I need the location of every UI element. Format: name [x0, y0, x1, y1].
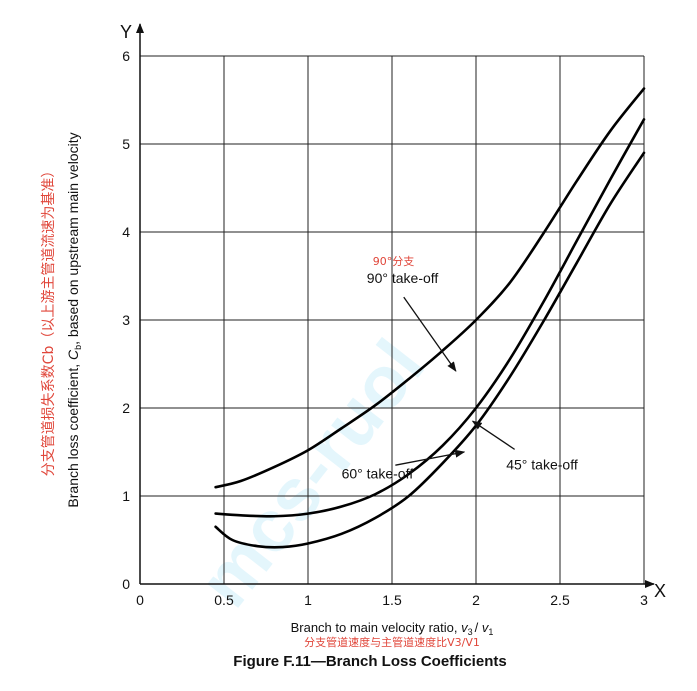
annotations: 90° take-off 90°分支 60° take-off 45° take-of…	[342, 255, 578, 481]
x-axis-label-cn: 分支管道速度与主管道速度比V3/V1	[304, 635, 480, 649]
annotation-label-cn-90-take-off: 90°分支	[373, 255, 415, 268]
y-tick-label: 6	[122, 48, 130, 64]
x-tick-labels: 0 0.5 1 1.5 2 2.5 3	[136, 592, 648, 608]
grid	[140, 55, 645, 584]
figure-caption: Figure F.11—Branch Loss Coefficients	[233, 653, 506, 670]
y-tick-label: 3	[122, 312, 130, 328]
x-tick-label: 1	[304, 592, 312, 608]
y-tick-labels: 0 1 2 3 4 5 6	[122, 48, 130, 592]
x-tick-label: 1.5	[382, 592, 402, 608]
y-tick-label: 0	[122, 576, 130, 592]
x-tick-label: 0	[136, 592, 144, 608]
annotation-arrow-90-take-off	[403, 296, 457, 372]
y-tick-label: 4	[122, 224, 130, 240]
x-tick-label: 0.5	[214, 592, 234, 608]
x-tick-label: 3	[640, 592, 648, 608]
x-axis-letter: X	[654, 581, 666, 601]
x-tick-label: 2.5	[550, 592, 570, 608]
curves	[214, 87, 646, 549]
y-axis-letter: Y	[120, 22, 132, 42]
x-tick-label: 2	[472, 592, 480, 608]
annotation-label-60-take-off: 60° take-off	[342, 465, 414, 481]
y-tick-label: 5	[122, 136, 130, 152]
axes	[136, 23, 655, 588]
y-axis-label: Branch loss coefficient, Cb, based on up…	[65, 132, 83, 507]
x-axis-label: Branch to main velocity ratio, v3/ v1	[291, 620, 494, 637]
annotation-label-90-take-off: 90° take-off	[367, 270, 439, 286]
series-line-45-take-off	[214, 151, 646, 549]
annotation-arrow-60-take-off	[395, 449, 466, 466]
series-line-60-take-off	[214, 118, 646, 518]
annotation-label-45-take-off: 45° take-off	[506, 457, 578, 473]
annotation-arrow-45-take-off	[471, 420, 516, 450]
series-line-90-take-off	[214, 87, 646, 489]
y-tick-label: 1	[122, 488, 130, 504]
y-axis-label-cn: 分支管道损失系数Cb（以上游主管道流速为基准）	[40, 164, 57, 477]
y-tick-label: 2	[122, 400, 130, 416]
